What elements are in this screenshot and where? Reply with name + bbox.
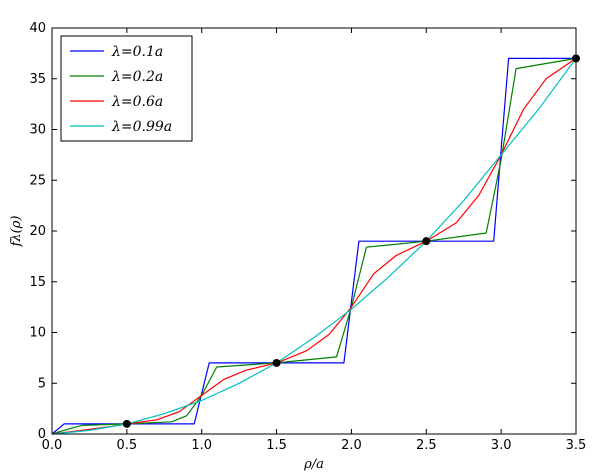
series-line-0 [51,57,576,435]
legend-label-2: λ=0.6a [111,94,163,110]
series-line-2 [51,57,577,435]
y-tick-label: 30 [29,123,46,138]
data-marker [272,358,281,367]
series-line-3 [51,58,577,435]
y-tick-label: 20 [29,224,46,239]
x-tick-label: 1.0 [191,438,212,453]
x-tick-label: 1.5 [266,438,287,453]
data-marker [122,419,131,428]
x-axis-label: ρ/a [303,457,324,472]
legend-frame [60,35,193,142]
y-tick-label: 35 [29,72,46,87]
y-axis-label: fλ(ρ) [9,216,24,248]
y-tick-label: 10 [29,326,46,341]
y-tick-label: 15 [29,275,46,290]
legend: λ=0.1a λ=0.2a λ=0.6a λ=0.99a [60,35,193,142]
x-tick-label: 0.5 [117,438,138,453]
x-tick-label: 3.0 [491,438,512,453]
legend-label-1: λ=0.2a [111,69,163,85]
x-tick-label: 0.0 [42,438,63,453]
x-tick-label: 3.5 [566,438,587,453]
legend-label-0: λ=0.1a [111,44,163,60]
y-tick-label: 25 [29,173,46,188]
y-tick-label: 40 [29,21,46,36]
x-tick-label: 2.5 [416,438,437,453]
y-tick-label: 5 [38,376,46,391]
data-marker [422,237,431,246]
plot-frame [51,27,577,435]
legend-label-3: λ=0.99a [111,119,172,135]
x-tick-label: 2.0 [341,438,362,453]
tick-layer: 0.0 0.5 1.0 1.5 2.0 2.5 3.0 3.5 0 5 10 15 20 25 30 35 40 [29,21,586,453]
y-tick-label: 0 [38,427,46,442]
